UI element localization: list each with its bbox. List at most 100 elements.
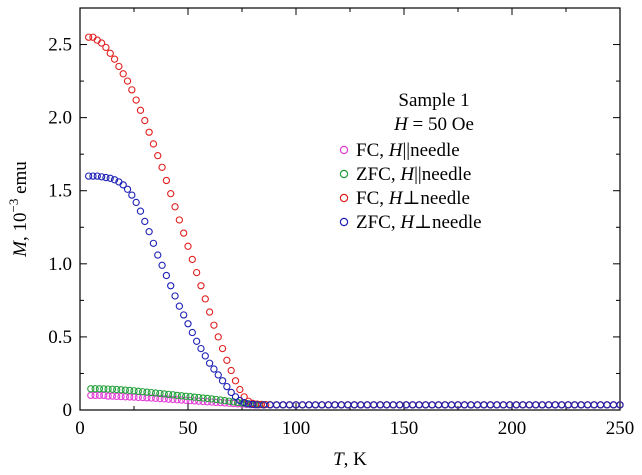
data-point <box>236 396 244 405</box>
y-tick-label: 1.0 <box>48 254 72 275</box>
data-point <box>266 401 274 409</box>
data-point <box>499 401 508 409</box>
data-point <box>169 395 177 404</box>
data-point <box>205 359 214 367</box>
data-point <box>363 401 371 409</box>
data-point <box>93 172 101 180</box>
y-tick-label: 0.5 <box>48 327 72 348</box>
data-point <box>370 401 378 409</box>
data-point <box>164 395 173 403</box>
data-point <box>145 228 153 236</box>
y-tick-label: 2.0 <box>48 108 72 129</box>
data-point <box>154 251 162 259</box>
y-tick-label: 2.5 <box>48 35 72 56</box>
data-point <box>110 176 119 184</box>
data-point <box>104 385 112 393</box>
x-tick-label: 200 <box>498 418 527 439</box>
data-point <box>182 396 190 405</box>
data-points <box>84 33 624 409</box>
data-point <box>89 172 97 180</box>
data-point <box>162 271 171 280</box>
legend-marker <box>339 217 349 227</box>
data-point <box>344 401 352 409</box>
legend-label: ZFC, H||needle <box>356 164 471 185</box>
x-tick-label: 50 <box>179 418 198 439</box>
data-point <box>171 292 179 300</box>
data-point <box>136 106 145 114</box>
data-point <box>447 401 456 409</box>
data-point <box>201 352 209 360</box>
data-point <box>195 393 203 402</box>
data-point <box>128 86 136 94</box>
y-tick-label: 0 <box>63 400 73 421</box>
data-point <box>532 401 540 409</box>
data-point <box>190 393 199 401</box>
data-point <box>203 394 212 403</box>
data-point <box>182 392 190 400</box>
legend-marker <box>339 193 349 203</box>
data-point <box>110 55 119 63</box>
x-axis-label: T, K <box>333 449 367 470</box>
data-point <box>545 401 553 409</box>
data-point <box>305 401 313 409</box>
data-point <box>95 385 104 393</box>
data-point <box>467 401 475 409</box>
data-point <box>434 401 443 409</box>
data-point <box>441 401 449 409</box>
data-point <box>169 391 177 399</box>
annotation-field: H = 50 Oe <box>393 114 474 135</box>
legend-marker <box>339 169 349 179</box>
data-point <box>84 172 93 180</box>
data-point <box>389 401 397 409</box>
data-point <box>108 392 117 400</box>
data-point <box>337 401 346 409</box>
data-point <box>186 396 194 405</box>
data-point <box>519 401 527 409</box>
data-point <box>164 390 173 399</box>
data-point <box>538 401 546 409</box>
data-point <box>180 229 188 237</box>
data-point <box>158 261 166 269</box>
data-point <box>350 401 358 409</box>
data-point <box>525 401 533 409</box>
y-axis-label: M, 10−3 emu <box>6 161 31 258</box>
data-point <box>473 401 482 409</box>
data-point <box>141 217 149 226</box>
data-point <box>357 401 365 409</box>
data-point <box>227 388 235 397</box>
data-point <box>210 321 218 329</box>
data-point <box>102 173 110 182</box>
data-point <box>113 385 121 394</box>
data-point <box>558 401 566 409</box>
data-point <box>223 382 231 391</box>
data-point <box>311 401 320 409</box>
series-3 <box>84 172 624 409</box>
data-point <box>577 401 585 409</box>
data-point <box>175 216 184 224</box>
x-tick-label: 0 <box>75 418 85 439</box>
data-point <box>184 242 192 250</box>
data-point <box>149 140 158 148</box>
data-point <box>91 385 99 393</box>
data-point <box>184 320 192 328</box>
data-point <box>87 385 95 393</box>
data-point <box>396 401 404 409</box>
data-point <box>570 401 579 409</box>
data-point <box>616 401 624 409</box>
data-point <box>97 173 106 181</box>
x-tick-label: 250 <box>606 418 635 439</box>
data-point <box>408 401 417 409</box>
data-point <box>188 255 196 264</box>
data-point <box>162 176 171 185</box>
data-point <box>100 385 108 393</box>
data-point <box>119 181 127 189</box>
plot-frame <box>79 7 621 411</box>
data-point <box>279 401 287 409</box>
data-point <box>132 96 140 104</box>
data-point <box>128 191 136 199</box>
data-point <box>167 190 175 198</box>
data-point <box>121 386 130 394</box>
data-point <box>609 401 618 409</box>
series-2 <box>84 33 624 409</box>
